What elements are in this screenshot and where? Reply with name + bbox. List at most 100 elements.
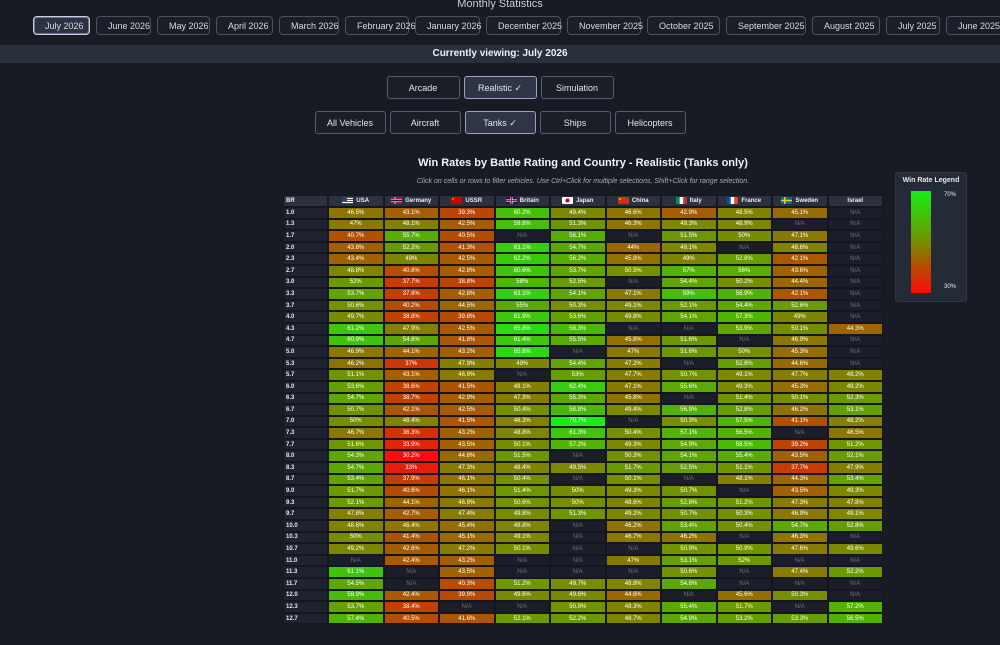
table-row[interactable]: 12.3 53.7% 38.4% N/A N/A 50.9% 48.3% 55.4% 51.7%… <box>283 601 883 613</box>
win-rate-cell[interactable]: 50.3% <box>772 589 828 602</box>
win-rate-cell[interactable]: 45.8% <box>605 334 661 347</box>
win-rate-cell[interactable]: 50.2% <box>716 276 772 289</box>
win-rate-cell[interactable]: N/A <box>494 566 550 578</box>
win-rate-cell[interactable]: 57.3% <box>716 311 772 323</box>
br-cell[interactable]: 3.7 <box>283 299 328 312</box>
win-rate-cell[interactable]: N/A <box>661 357 717 370</box>
win-rate-cell[interactable]: 50.6% <box>661 566 717 578</box>
win-rate-cell[interactable]: 51.3% <box>550 218 606 231</box>
win-rate-cell[interactable]: 47.9% <box>383 322 439 335</box>
win-rate-cell[interactable]: 44.8% <box>439 450 495 463</box>
br-cell[interactable]: 12.0 <box>283 589 328 602</box>
win-rate-cell[interactable]: 46.1% <box>439 485 495 497</box>
win-rate-cell[interactable]: N/A <box>550 520 606 532</box>
win-rate-cell[interactable]: 51.5% <box>661 230 717 242</box>
country-header-france[interactable]: France <box>716 195 772 207</box>
win-rate-cell[interactable]: N/A <box>827 589 883 602</box>
win-rate-cell[interactable]: 42.8% <box>439 288 495 300</box>
win-rate-cell[interactable]: 49% <box>772 311 828 323</box>
win-rate-cell[interactable]: N/A <box>827 241 883 254</box>
win-rate-cell[interactable]: 49% <box>661 253 717 265</box>
win-rate-cell[interactable]: 54.6% <box>383 334 439 347</box>
table-row[interactable]: 4.0 49.7% 38.8% 39.8% 61.9% 53.6% 49.8% 54.1% 57… <box>283 311 883 323</box>
win-rate-cell[interactable]: 47.9% <box>439 357 495 370</box>
win-rate-cell[interactable]: 46.6% <box>605 207 661 219</box>
win-rate-cell[interactable]: 65.8% <box>494 346 550 358</box>
table-row[interactable]: 10.7 49.2% 42.6% 47.2% 50.1% N/A N/A 50.9% 50.9%… <box>283 543 883 555</box>
win-rate-cell[interactable]: 61.9% <box>494 311 550 323</box>
win-rate-cell[interactable]: 56.2% <box>550 253 606 265</box>
win-rate-cell[interactable]: 48.5% <box>716 207 772 219</box>
win-rate-cell[interactable]: 57.4% <box>328 612 384 625</box>
win-rate-cell[interactable]: 40.5% <box>439 230 495 242</box>
win-rate-cell[interactable]: 37.9% <box>383 473 439 486</box>
win-rate-cell[interactable]: 56% <box>716 264 772 277</box>
country-header-japan[interactable]: Japan <box>550 195 606 207</box>
win-rate-cell[interactable]: N/A <box>827 311 883 323</box>
win-rate-cell[interactable]: 62.4% <box>550 380 606 393</box>
win-rate-cell[interactable]: N/A <box>383 578 439 590</box>
win-rate-cell[interactable]: 49% <box>383 253 439 265</box>
win-rate-cell[interactable]: 49.2% <box>827 380 883 393</box>
win-rate-cell[interactable]: 44.4% <box>772 276 828 289</box>
win-rate-cell[interactable]: N/A <box>772 218 828 231</box>
win-rate-cell[interactable]: 50.4% <box>605 427 661 439</box>
br-cell[interactable]: 9.7 <box>283 508 328 521</box>
win-rate-cell[interactable]: 41.8% <box>439 334 495 347</box>
br-cell[interactable]: 6.7 <box>283 404 328 416</box>
win-rate-cell[interactable]: 51.2% <box>494 578 550 590</box>
win-rate-cell[interactable]: N/A <box>827 288 883 300</box>
win-rate-cell[interactable]: 41.3% <box>439 241 495 254</box>
win-rate-cell[interactable]: N/A <box>605 415 661 428</box>
win-rate-cell[interactable]: 48.3% <box>494 415 550 428</box>
win-rate-cell[interactable]: 46.2% <box>772 404 828 416</box>
win-rate-cell[interactable]: 51.7% <box>328 485 384 497</box>
table-row[interactable]: 9.3 52.1% 44.1% 46.9% 50.6% 50% 48.6% 52.8% 51.2… <box>283 496 883 509</box>
win-rate-cell[interactable]: 50.7% <box>328 404 384 416</box>
win-rate-cell[interactable]: 46.7% <box>328 427 384 439</box>
table-row[interactable]: 5.3 46.2% 37% 47.9% 49% 54.4% 47.2% N/A 52.8% 44.… <box>283 357 883 370</box>
win-rate-cell[interactable]: 48.6% <box>605 496 661 509</box>
win-rate-cell[interactable]: 54.7% <box>550 241 606 254</box>
win-rate-cell[interactable]: 60.2% <box>494 207 550 219</box>
win-rate-cell[interactable]: N/A <box>383 566 439 578</box>
win-rate-cell[interactable]: 51.4% <box>716 392 772 405</box>
win-rate-cell[interactable]: 43.4% <box>328 253 384 265</box>
win-rate-cell[interactable]: 45.6% <box>716 589 772 602</box>
win-rate-cell[interactable]: 54.5% <box>328 578 384 590</box>
win-rate-cell[interactable]: 50.3% <box>550 299 606 312</box>
win-rate-cell[interactable]: 43.1% <box>383 207 439 219</box>
win-rate-cell[interactable]: 55.5% <box>550 334 606 347</box>
month-tab[interactable]: August 2025 <box>812 16 880 35</box>
win-rate-cell[interactable]: 41.1% <box>772 415 828 428</box>
win-rate-cell[interactable]: 49.6% <box>827 543 883 555</box>
win-rate-cell[interactable]: 70.7% <box>550 415 606 428</box>
win-rate-cell[interactable]: 46.5% <box>827 427 883 439</box>
win-rate-cell[interactable]: 49.7% <box>328 311 384 323</box>
win-rate-cell[interactable]: 47.3% <box>772 496 828 509</box>
br-cell[interactable]: 8.7 <box>283 473 328 486</box>
win-rate-cell[interactable]: 48.9% <box>716 218 772 231</box>
win-rate-cell[interactable]: 48.8% <box>494 427 550 439</box>
win-rate-cell[interactable]: N/A <box>494 601 550 613</box>
win-rate-cell[interactable]: 42.6% <box>383 543 439 555</box>
win-rate-cell[interactable]: 54.1% <box>550 288 606 300</box>
br-cell[interactable]: 7.7 <box>283 438 328 451</box>
win-rate-cell[interactable]: N/A <box>550 450 606 463</box>
win-rate-cell[interactable]: 43.2% <box>439 554 495 567</box>
win-rate-cell[interactable]: 44% <box>605 241 661 254</box>
win-rate-cell[interactable]: 50.6% <box>328 299 384 312</box>
win-rate-cell[interactable]: N/A <box>827 276 883 289</box>
win-rate-cell[interactable]: 41.5% <box>439 380 495 393</box>
win-rate-cell[interactable]: 48.8% <box>605 578 661 590</box>
win-rate-cell[interactable]: N/A <box>550 554 606 567</box>
win-rate-cell[interactable]: 39.9% <box>439 589 495 602</box>
br-cell[interactable]: 12.3 <box>283 601 328 613</box>
win-rate-cell[interactable]: 55.7% <box>383 230 439 242</box>
win-rate-cell[interactable]: N/A <box>772 601 828 613</box>
win-rate-cell[interactable]: 52.8% <box>716 357 772 370</box>
win-rate-cell[interactable]: 59.8% <box>494 218 550 231</box>
win-rate-cell[interactable]: 50.1% <box>494 438 550 451</box>
win-rate-cell[interactable]: 38.8% <box>383 311 439 323</box>
mode-button[interactable]: Realistic ✓ <box>463 76 537 99</box>
